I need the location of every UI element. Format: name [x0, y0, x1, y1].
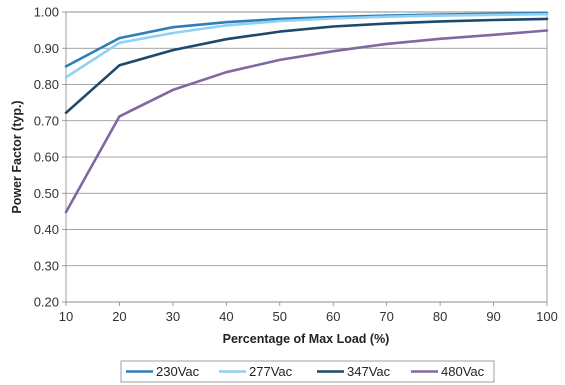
- y-tick-label: 0.90: [34, 41, 59, 56]
- x-tick-label: 100: [536, 309, 558, 324]
- y-tick-label: 0.60: [34, 150, 59, 165]
- legend-label: 480Vac: [441, 364, 485, 379]
- y-tick-label: 0.20: [34, 295, 59, 310]
- series-layer: [64, 11, 549, 214]
- y-tick-label: 0.50: [34, 186, 59, 201]
- x-tick-label: 90: [486, 309, 500, 324]
- x-tick-label: 60: [326, 309, 340, 324]
- y-tick-label: 0.30: [34, 258, 59, 273]
- x-tick-label: 10: [59, 309, 73, 324]
- x-axis-ticks: 10 20 30 40 50 60 70 80 90 100: [59, 309, 558, 324]
- x-axis-title: Percentage of Max Load (%): [223, 332, 390, 346]
- legend-label: 277Vac: [249, 364, 293, 379]
- x-tick-label: 20: [112, 309, 126, 324]
- x-tick-label: 70: [379, 309, 393, 324]
- y-tick-label: 0.80: [34, 77, 59, 92]
- y-axis-title: Power Factor (typ.): [10, 100, 24, 213]
- x-tick-label: 80: [433, 309, 447, 324]
- y-tick-label: 0.40: [34, 222, 59, 237]
- series-line-347Vac: [64, 17, 549, 115]
- plot-area-frame: [65, 11, 548, 303]
- series-line-480Vac: [64, 29, 549, 214]
- series-line-277Vac: [64, 12, 549, 79]
- y-axis-ticks: 0.20 0.30 0.40 0.50 0.60 0.70 0.80 0.90 1.00: [34, 5, 59, 310]
- x-tick-label: 30: [166, 309, 180, 324]
- x-tick-label: 50: [273, 309, 287, 324]
- legend-label: 230Vac: [156, 364, 200, 379]
- y-tick-label: 0.70: [34, 113, 59, 128]
- x-tick-label: 40: [219, 309, 233, 324]
- y-tick-label: 1.00: [34, 5, 59, 20]
- legend-label: 347Vac: [347, 364, 391, 379]
- legend-box: [120, 360, 495, 383]
- legend: 230Vac 277Vac 347Vac 480Vac: [120, 360, 495, 383]
